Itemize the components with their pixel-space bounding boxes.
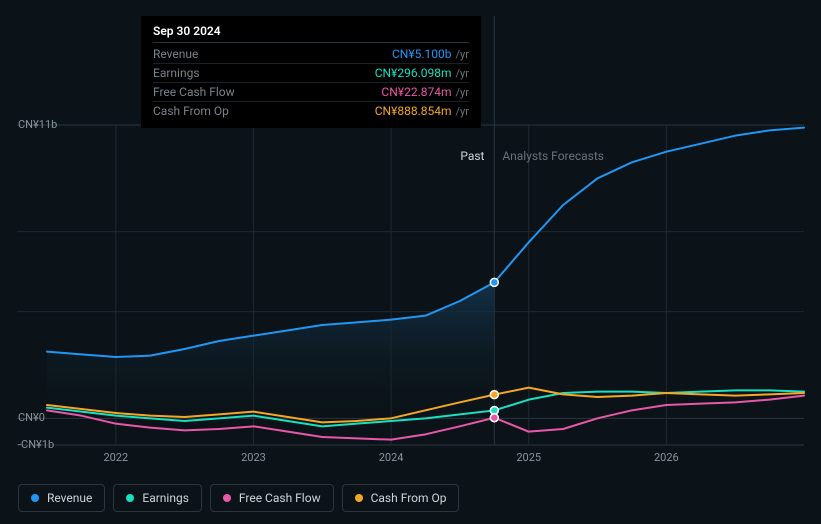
legend-label: Revenue: [47, 491, 92, 505]
legend-item-fcf[interactable]: Free Cash Flow: [210, 484, 334, 512]
tooltip-row: Free Cash Flow CN¥22.874m/yr: [153, 83, 469, 102]
x-axis-tick-label: 2024: [379, 451, 404, 464]
tooltip-metric-value: CN¥22.874m/yr: [381, 85, 469, 99]
tooltip-date: Sep 30 2024: [153, 24, 469, 43]
x-axis-tick-label: 2026: [654, 451, 679, 464]
legend-item-revenue[interactable]: Revenue: [18, 484, 105, 512]
tooltip-row: Earnings CN¥296.098m/yr: [153, 64, 469, 83]
tooltip-row: Revenue CN¥5.100b/yr: [153, 45, 469, 64]
tooltip-metric-value: CN¥296.098m/yr: [375, 66, 469, 80]
y-axis-tick-label: -CN¥1b: [18, 438, 54, 451]
tooltip-metric-label: Revenue: [153, 47, 198, 61]
tooltip-row: Cash From Op CN¥888.854m/yr: [153, 102, 469, 120]
hover-tooltip: Sep 30 2024 Revenue CN¥5.100b/yr Earnings C…: [141, 16, 481, 128]
y-axis-tick-label: CN¥11b: [18, 118, 57, 131]
tooltip-metric-value: CN¥888.854m/yr: [375, 104, 469, 118]
past-label: Past: [460, 149, 484, 163]
x-axis-tick-label: 2025: [516, 451, 541, 464]
tooltip-metric-label: Free Cash Flow: [153, 85, 235, 99]
legend-label: Earnings: [142, 491, 189, 505]
legend-item-earnings[interactable]: Earnings: [113, 484, 202, 512]
legend-swatch-icon: [355, 494, 363, 502]
tooltip-metric-label: Cash From Op: [153, 104, 229, 118]
forecast-label: Analysts Forecasts: [502, 149, 604, 163]
legend-swatch-icon: [223, 494, 231, 502]
legend-item-cfo[interactable]: Cash From Op: [342, 484, 460, 512]
tooltip-metric-value: CN¥5.100b/yr: [392, 47, 469, 61]
x-axis-tick-label: 2022: [103, 451, 128, 464]
financials-chart: CN¥11b CN¥0 -CN¥1b 2022 2023 2024 2025 2026 Pa…: [0, 0, 821, 524]
chart-legend: Revenue Earnings Free Cash Flow Cash From O…: [18, 484, 459, 512]
legend-swatch-icon: [126, 494, 134, 502]
x-axis-tick-label: 2023: [241, 451, 266, 464]
legend-swatch-icon: [31, 494, 39, 502]
legend-label: Free Cash Flow: [239, 491, 321, 505]
legend-label: Cash From Op: [371, 491, 447, 505]
y-axis-tick-label: CN¥0: [18, 411, 45, 424]
tooltip-metric-label: Earnings: [153, 66, 200, 80]
